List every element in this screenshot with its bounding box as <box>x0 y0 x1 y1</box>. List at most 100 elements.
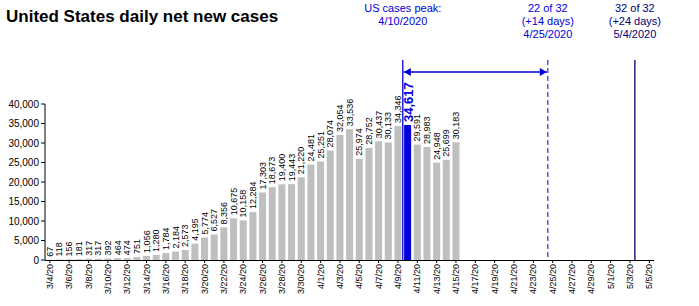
data-label: 10,158 <box>238 190 248 218</box>
data-label: 2,573 <box>180 224 190 247</box>
x-tick <box>69 260 70 263</box>
data-label: 317 <box>84 241 94 256</box>
x-tick <box>165 260 166 263</box>
y-tick-label: 10,000 <box>8 216 39 227</box>
x-tick-label: 3/6/20 <box>64 264 74 289</box>
data-label: 32,054 <box>335 104 345 132</box>
bar <box>211 235 218 260</box>
x-tick-label: 3/8/20 <box>84 264 94 289</box>
x-tick-label: 4/23/20 <box>528 264 538 294</box>
data-label: 392 <box>103 240 113 255</box>
x-tick-label: 3/30/20 <box>296 264 306 294</box>
annotation-text: 5/4/2020 <box>613 28 656 40</box>
bar <box>46 259 53 260</box>
x-tick-label: 3/22/20 <box>219 264 229 294</box>
data-label: 30,437 <box>374 111 384 139</box>
bar <box>443 160 450 260</box>
data-label: 181 <box>74 241 84 256</box>
y-tick <box>41 104 45 105</box>
y-tick <box>41 201 45 202</box>
x-tick-label: 3/10/20 <box>103 264 113 294</box>
x-tick <box>243 260 244 263</box>
y-tick-label: 30,000 <box>8 138 39 149</box>
bar <box>375 141 382 260</box>
data-label: 156 <box>64 241 74 256</box>
x-tick-label: 4/5/20 <box>354 264 364 289</box>
bar <box>269 187 276 260</box>
bar <box>385 142 392 260</box>
data-label: 28,983 <box>422 116 432 144</box>
x-tick <box>185 260 186 263</box>
data-label: 8,356 <box>219 202 229 225</box>
x-tick <box>223 260 224 263</box>
y-tick-label: 0 <box>33 255 39 266</box>
data-label: 21,220 <box>296 147 306 175</box>
x-tick-label: 3/12/20 <box>122 264 132 294</box>
x-tick-label: 3/16/20 <box>161 264 171 294</box>
bar <box>404 125 411 260</box>
bar <box>114 258 121 260</box>
x-tick <box>552 260 553 263</box>
bar <box>356 159 363 260</box>
chart: United States daily net new cases6711815… <box>0 0 699 306</box>
arrow-line <box>404 71 547 72</box>
x-tick-label: 4/21/20 <box>509 264 519 294</box>
x-tick <box>475 260 476 263</box>
bar <box>278 184 285 260</box>
x-tick-label: 3/14/20 <box>142 264 152 294</box>
bar <box>346 129 353 260</box>
bar <box>230 218 237 260</box>
x-tick-label: 4/29/20 <box>586 264 596 294</box>
x-tick-label: 4/1/20 <box>316 264 326 289</box>
bar <box>249 212 256 260</box>
y-tick <box>41 260 45 261</box>
y-tick <box>41 221 45 222</box>
x-axis-line <box>45 260 654 261</box>
x-tick <box>455 260 456 263</box>
x-tick-label: 4/13/20 <box>432 264 442 294</box>
arrow-head <box>404 68 411 76</box>
data-label: 30,133 <box>383 112 393 140</box>
bar <box>66 259 73 260</box>
bar <box>104 258 111 260</box>
y-tick-label: 40,000 <box>8 99 39 110</box>
annotation-text: 32 of 32 <box>615 2 655 14</box>
bar <box>95 259 102 260</box>
x-tick <box>513 260 514 263</box>
bar <box>56 259 63 260</box>
data-label: 474 <box>122 240 132 255</box>
data-label: 1,784 <box>161 228 171 251</box>
x-tick <box>301 260 302 263</box>
x-tick-label: 4/15/20 <box>451 264 461 294</box>
data-label: 12,284 <box>248 182 258 210</box>
bar <box>143 256 150 260</box>
title: United States daily net new cases <box>6 7 278 26</box>
bar <box>414 145 421 260</box>
x-tick <box>533 260 534 263</box>
x-tick-label: 4/19/20 <box>490 264 500 294</box>
bar <box>133 257 140 260</box>
bars <box>46 125 459 260</box>
x-tick-label: 4/3/20 <box>335 264 345 289</box>
data-label: 118 <box>55 242 65 256</box>
data-label: 10,675 <box>229 188 239 216</box>
y-tick-label: 5,000 <box>14 235 39 246</box>
x-tick <box>339 260 340 263</box>
x-tick-label: 4/25/20 <box>548 264 558 294</box>
annotations: US cases peak:4/10/202022 of 32(+14 days… <box>364 2 661 260</box>
x-tick <box>630 260 631 263</box>
data-label: 24,948 <box>432 132 442 160</box>
annotation-line <box>547 60 548 260</box>
y-tick-label: 20,000 <box>8 177 39 188</box>
bar <box>433 163 440 260</box>
data-label: 5,774 <box>200 212 210 235</box>
x-tick <box>494 260 495 263</box>
data-label: 1,280 <box>151 229 161 252</box>
x-tick-label: 3/26/20 <box>258 264 268 294</box>
x-tick <box>107 260 108 263</box>
x-tick-label: 4/17/20 <box>470 264 480 294</box>
bar <box>191 244 198 260</box>
bar <box>298 177 305 260</box>
x-tick-label: 4/9/20 <box>393 264 403 289</box>
bar <box>288 184 295 260</box>
